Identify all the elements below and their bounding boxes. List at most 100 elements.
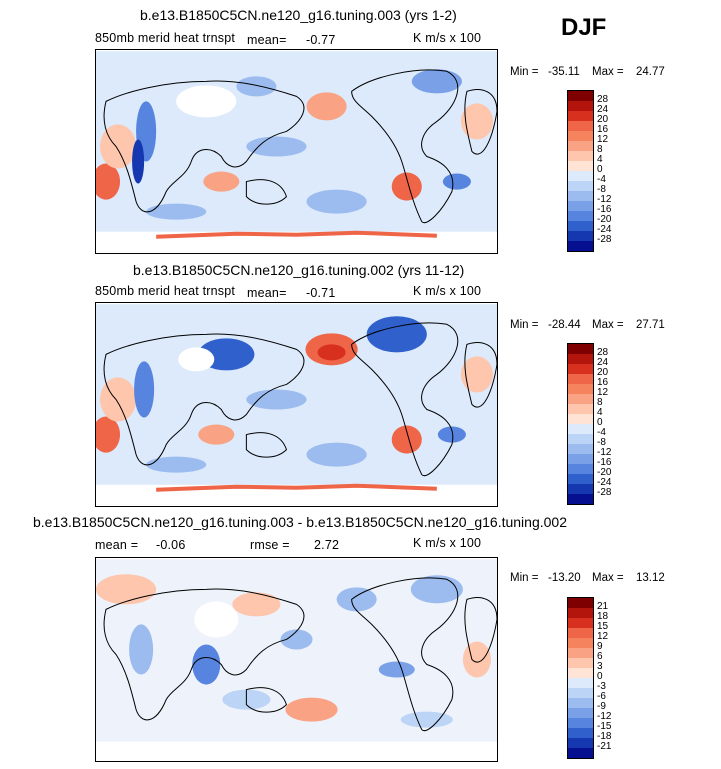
colorbar-swatch	[568, 598, 593, 608]
positive-anomaly	[96, 163, 121, 200]
negative-anomaly	[192, 644, 221, 685]
colorbar-swatch	[568, 384, 593, 394]
colorbar-swatch	[568, 394, 593, 404]
panel-3-max-value: 13.12	[636, 572, 665, 584]
colorbar-tick-label: 16	[597, 124, 609, 135]
colorbar-swatch	[568, 678, 593, 688]
colorbar-swatch	[568, 221, 593, 231]
negative-anomaly	[280, 629, 313, 650]
panel-2-map-svg	[96, 304, 497, 505]
panel-1-variable: 850mb merid heat trnspt	[95, 31, 236, 45]
positive-anomaly	[96, 574, 157, 605]
colorbar-swatch	[568, 738, 593, 748]
coastal-band	[156, 483, 437, 492]
positive-anomaly	[96, 416, 121, 453]
colorbar-tick-label: 8	[597, 397, 603, 408]
colorbar-swatch	[568, 454, 593, 464]
negative-anomaly	[437, 426, 466, 443]
panel-1-mean-value: -0.77	[306, 33, 336, 47]
colorbar-tick-label: -24	[597, 477, 612, 488]
panel-3-title: b.e13.B1850C5CN.ne120_g16.tuning.003 - b…	[33, 514, 567, 530]
colorbar-tick-label: 21	[597, 601, 609, 612]
colorbar-swatch	[568, 628, 593, 638]
colorbar-tick-label: 9	[597, 641, 603, 652]
panel-3-mean-label: mean =	[95, 538, 139, 552]
colorbar-swatch	[568, 658, 593, 668]
negative-anomaly	[442, 173, 471, 190]
colorbar-tick-label: -24	[597, 224, 612, 235]
positive-anomaly	[460, 103, 493, 140]
negative-anomaly	[134, 361, 155, 418]
panel-1-map-svg	[96, 51, 497, 252]
negative-anomaly	[378, 661, 415, 678]
colorbar-tick-label: 12	[597, 631, 609, 642]
colorbar-tick-label: 18	[597, 611, 609, 622]
colorbar-swatch	[568, 618, 593, 628]
positive-anomaly	[100, 377, 137, 422]
colorbar-swatch	[568, 718, 593, 728]
negative-anomaly	[411, 69, 462, 94]
colorbar-tick-label: -8	[597, 437, 606, 448]
colorbar-swatch	[568, 91, 593, 101]
panel-2-max-value: 27.71	[636, 319, 665, 331]
colorbar-swatch	[568, 171, 593, 181]
positive-anomaly	[232, 592, 281, 617]
colorbar-swatch	[568, 424, 593, 434]
positive-anomaly	[391, 425, 422, 454]
positive-anomaly	[100, 124, 137, 169]
colorbar-tick-label: 12	[597, 134, 609, 145]
panel-1-min-label: Min =	[510, 66, 539, 78]
coastal-band	[156, 230, 437, 239]
colorbar-tick-label: -21	[597, 741, 612, 752]
colorbar-swatch	[568, 748, 593, 758]
panel-1-max-value: 24.77	[636, 66, 665, 78]
panel-1-map	[95, 49, 498, 254]
colorbar-swatch	[568, 638, 593, 648]
negative-anomaly	[246, 389, 307, 410]
positive-anomaly	[203, 171, 240, 192]
negative-anomaly	[306, 189, 367, 214]
positive-anomaly	[306, 92, 347, 121]
panel-2-mean-label: mean=	[247, 286, 287, 300]
colorbar-tick-label: -16	[597, 204, 612, 215]
colorbar-swatch	[568, 648, 593, 658]
missing-antarctica	[96, 741, 497, 760]
panel-2-max-label: Max =	[592, 319, 624, 331]
negative-anomaly	[366, 316, 427, 353]
panel-3-max-label: Max =	[592, 572, 624, 584]
colorbar-swatch	[568, 414, 593, 424]
colorbar-tick-label: -12	[597, 447, 612, 458]
colorbar-swatch	[568, 191, 593, 201]
positive-anomaly	[391, 172, 422, 201]
negative-anomaly	[306, 442, 367, 467]
colorbar-swatch	[568, 484, 593, 494]
negative-anomaly	[246, 136, 307, 157]
colorbar-tick-label: -20	[597, 467, 612, 478]
colorbar-swatch	[568, 364, 593, 374]
colorbar-tick-label: 4	[597, 154, 603, 165]
coastlines	[103, 322, 497, 477]
colorbar-swatch	[568, 698, 593, 708]
colorbar-tick-label: 0	[597, 164, 603, 175]
panel-3-min-value: -13.20	[548, 572, 581, 584]
missing-region	[178, 347, 215, 372]
negative-anomaly	[132, 139, 145, 184]
panel-1-units: K m/s x 100	[413, 31, 482, 45]
colorbar-tick-label: 3	[597, 661, 603, 672]
panel-2-colorbar	[567, 343, 594, 505]
colorbar-tick-label: 24	[597, 357, 609, 368]
panel-2-min-label: Min =	[510, 319, 539, 331]
colorbar-swatch	[568, 211, 593, 221]
colorbar-tick-label: -18	[597, 731, 612, 742]
negative-anomaly	[410, 575, 463, 604]
colorbar-tick-label: 24	[597, 104, 609, 115]
colorbar-tick-label: -16	[597, 457, 612, 468]
colorbar-swatch	[568, 111, 593, 121]
panel-2-mean-value: -0.71	[306, 286, 336, 300]
colorbar-swatch	[568, 201, 593, 211]
colorbar-swatch	[568, 708, 593, 718]
colorbar-tick-label: -12	[597, 711, 612, 722]
missing-region	[176, 85, 237, 118]
colorbar-swatch	[568, 121, 593, 131]
colorbar-tick-label: -28	[597, 234, 612, 245]
